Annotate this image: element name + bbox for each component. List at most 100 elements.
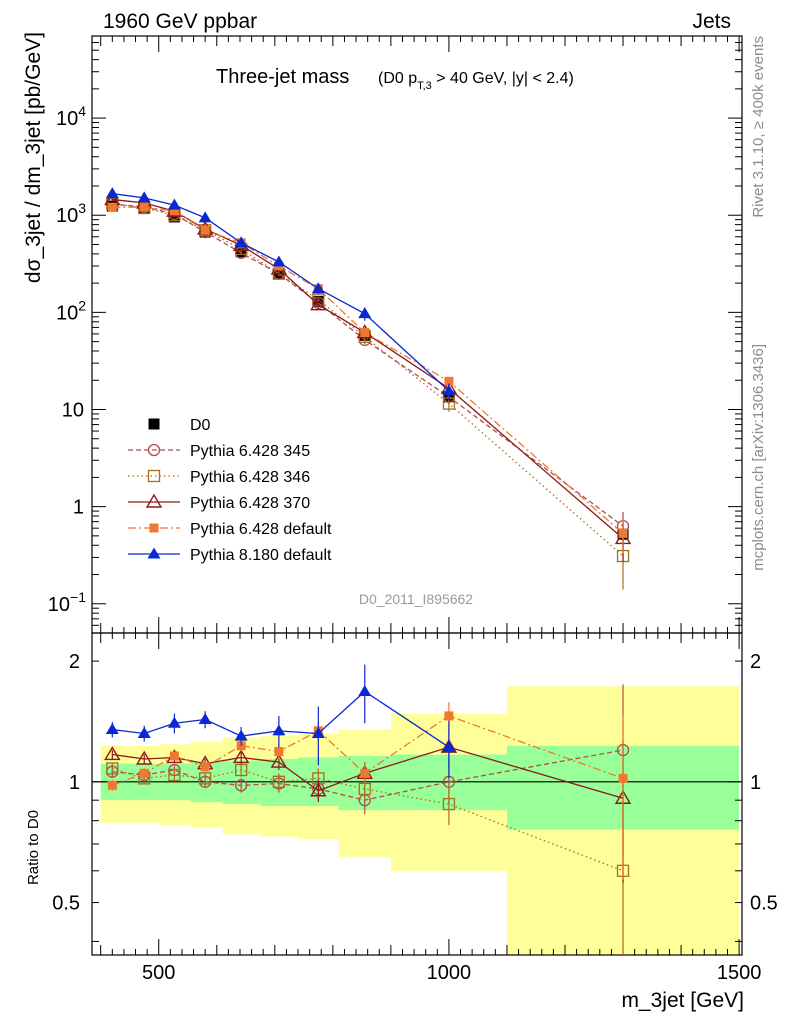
- y-tick-label: 1: [73, 497, 84, 519]
- ratio-point: [442, 797, 456, 811]
- ratio-y-tick-label: 1: [69, 772, 80, 794]
- ratio-point: [360, 768, 370, 778]
- legend-entry: Pythia 6.428 346: [128, 469, 310, 486]
- ratio-point: [136, 750, 153, 765]
- ratio-plot: 0.5 0.5 1 1 2 2 500 1000 1500: [52, 632, 778, 984]
- series-pythia-6-428-370: [104, 191, 632, 562]
- jets-label: Jets: [692, 10, 731, 33]
- ratio-point: [232, 749, 250, 764]
- ratio-point: [270, 753, 288, 768]
- y-tick-label: 104: [56, 103, 86, 130]
- legend-marker: [147, 469, 161, 483]
- legend: D0 Pythia 6.428 345 Pythia 6.428 346 Pythia…: [128, 417, 332, 564]
- data-point: [272, 255, 286, 267]
- ratio-point: [137, 726, 151, 738]
- legend-entry: Pythia 6.428 345: [128, 443, 310, 460]
- data-point: [198, 211, 212, 223]
- data-point: [168, 211, 180, 223]
- y-tick-label-base: 10: [56, 302, 78, 324]
- ratio-point: [272, 775, 286, 788]
- data-point: [169, 206, 179, 216]
- y-tick-label-base: 10: [48, 594, 70, 616]
- ratio-line: [112, 749, 624, 801]
- ratio-y-tick-label: 2: [69, 651, 80, 673]
- legend-marker: [149, 523, 159, 533]
- mcplots-label: mcplots.cern.ch [arXiv:1306.3436]: [750, 344, 767, 571]
- legend-label: Pythia 6.428 346: [190, 469, 310, 486]
- y-tick-label-base: 10: [56, 108, 78, 130]
- data-point: [105, 187, 119, 199]
- ratio-point: [272, 724, 286, 736]
- data-point: [360, 328, 370, 338]
- x-tick-label: 1500: [717, 962, 762, 984]
- y-tick-label-exponent: −1: [70, 589, 86, 605]
- legend-marker: [147, 443, 161, 457]
- ratio-point: [199, 772, 212, 785]
- data-point: [139, 202, 149, 212]
- ratio-point: [198, 713, 212, 725]
- series-pythia-8-180-default: [105, 187, 456, 401]
- series-line: [112, 192, 450, 392]
- ratio-point: [234, 729, 248, 741]
- ratio-y-tick-label-right: 1: [750, 772, 761, 794]
- y-tick-label: 10−1: [48, 589, 86, 616]
- ratio-y-axis-title: Ratio to D0: [25, 810, 42, 885]
- y-tick-label: 102: [56, 297, 86, 324]
- legend-marker: [148, 418, 160, 430]
- ratio-point: [107, 780, 117, 790]
- ratio-point: [618, 773, 628, 783]
- data-point: [107, 202, 117, 212]
- legend-marker: [145, 493, 163, 508]
- rivet-label: Rivet 3.1.10, ≥ 400k events: [750, 36, 767, 218]
- ratio-point: [139, 768, 149, 778]
- legend-label: Pythia 6.428 default: [190, 521, 332, 538]
- ratio-y-tick-label: 0.5: [52, 893, 80, 915]
- series-line: [112, 198, 624, 539]
- ratio-y-tick-label-right: 2: [750, 651, 761, 673]
- ratio-series-pythia-6-428-default: [107, 702, 628, 880]
- ratio-series-pythia-8-180-default: [105, 664, 456, 779]
- energy-label: 1960 GeV ppbar: [103, 10, 257, 33]
- legend-label: Pythia 6.428 345: [190, 443, 310, 460]
- legend-label: D0: [190, 417, 211, 434]
- ratio-point: [105, 723, 119, 735]
- series-pythia-6-428-345: [106, 198, 630, 548]
- ratio-point: [358, 684, 372, 696]
- data-point: [167, 198, 181, 210]
- ratio-line: [112, 746, 624, 799]
- ratio-point: [311, 726, 325, 738]
- ratio-point: [106, 762, 119, 775]
- data-point: [310, 296, 327, 311]
- data-point: [618, 528, 628, 538]
- legend-entry: Pythia 6.428 default: [128, 521, 332, 538]
- x-tick-label: 1000: [427, 962, 472, 984]
- ratio-point: [442, 740, 456, 752]
- ratio-point: [274, 747, 284, 757]
- ratio-point: [200, 762, 210, 772]
- data-point: [234, 236, 248, 248]
- ratio-point: [235, 779, 248, 792]
- y-tick-label-base: 10: [56, 205, 78, 227]
- plot-subtitle: (D0 pT,3 > 40 GeV, |y| < 2.4): [378, 70, 574, 92]
- data-point: [442, 384, 456, 396]
- series-line: [112, 203, 624, 557]
- series-line: [112, 203, 624, 527]
- series-pythia-6-428-346: [106, 197, 630, 590]
- ratio-point: [444, 711, 454, 721]
- data-point: [358, 307, 372, 319]
- y-axis-title: dσ_3jet / dm_3jet [pb/GeV]: [22, 32, 45, 283]
- ratio-point: [104, 746, 121, 761]
- analysis-watermark: D0_2011_I895662: [359, 591, 473, 607]
- ratio-point: [167, 716, 181, 728]
- y-tick-label: 10: [62, 399, 84, 421]
- plot-title: Three-jet mass: [216, 66, 349, 88]
- plot-frame: [91, 35, 743, 634]
- legend-label: Pythia 6.428 370: [190, 495, 310, 512]
- ratio-point: [235, 763, 248, 777]
- plot-frame: [91, 632, 743, 956]
- ratio-point: [168, 768, 181, 782]
- legend-entry: Pythia 6.428 370: [128, 493, 310, 512]
- y-tick-label-exponent: 4: [78, 103, 86, 119]
- series-pythia-6-428-default: [107, 202, 628, 554]
